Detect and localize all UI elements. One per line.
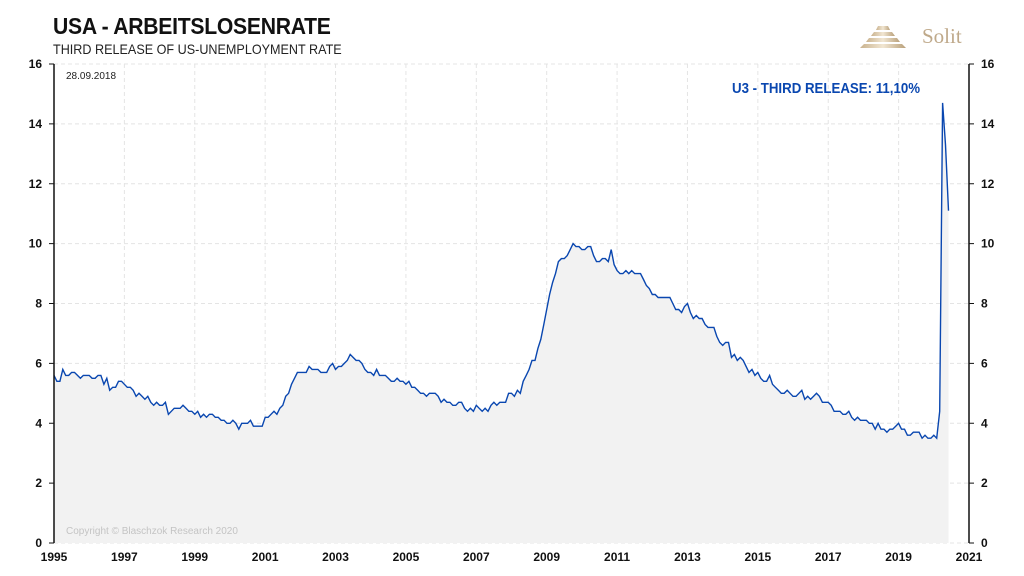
- y-tick-label-left: 0: [35, 536, 42, 550]
- y-tick-label-right: 6: [981, 356, 988, 370]
- x-tick-label: 2011: [604, 550, 630, 564]
- x-tick-label: 2001: [252, 550, 279, 564]
- y-tick-label-left: 16: [29, 57, 43, 71]
- y-tick-label-right: 10: [981, 237, 995, 251]
- x-tick-label: 1995: [41, 550, 68, 564]
- y-tick-label-left: 10: [29, 237, 43, 251]
- y-tick-label-left: 2: [35, 476, 42, 490]
- y-tick-label-right: 0: [981, 536, 988, 550]
- series-line: [53, 102, 950, 440]
- date-note: 28.09.2018: [66, 71, 116, 82]
- x-tick-label: 2015: [744, 550, 771, 564]
- y-tick-label-left: 14: [29, 117, 43, 131]
- y-tick-label-right: 14: [981, 117, 995, 131]
- x-tick-label: 2019: [885, 550, 912, 564]
- y-tick-label-right: 12: [981, 177, 995, 191]
- x-tick-label: 2009: [533, 550, 560, 564]
- x-tick-label: 1999: [181, 550, 208, 564]
- y-tick-label-right: 2: [981, 476, 988, 490]
- logo-text: Solit: [922, 24, 962, 48]
- x-tick-label: 2003: [322, 550, 349, 564]
- x-tick-label: 2013: [674, 550, 701, 564]
- solit-logo: Solit: [858, 24, 962, 49]
- area-fill: [54, 102, 949, 544]
- y-tick-label-left: 6: [35, 356, 42, 370]
- x-tick-label: 2017: [815, 550, 842, 564]
- x-tick-label: 2021: [956, 550, 983, 564]
- chart-title: USA - ARBEITSLOSENRATE: [53, 13, 331, 39]
- y-tick-label-right: 16: [981, 57, 995, 71]
- annotation-label: U3 - THIRD RELEASE: 11,10%: [732, 80, 920, 97]
- y-tick-label-left: 12: [29, 177, 43, 191]
- y-tick-label-right: 8: [981, 297, 988, 311]
- copyright: Copyright © Blaschzok Research 2020: [66, 526, 238, 537]
- x-tick-label: 1997: [111, 550, 138, 564]
- x-tick-label: 2007: [463, 550, 490, 564]
- y-tick-label-right: 4: [981, 416, 988, 430]
- x-tick-label: 2005: [393, 550, 420, 564]
- pyramid-icon: [860, 25, 906, 48]
- axes: 1995 1997 1999 2001 2003 2005 2007 2009 2011 2013…: [29, 57, 995, 564]
- y-tick-label-left: 4: [35, 416, 42, 430]
- chart-subtitle: THIRD RELEASE OF US-UNEMPLOYMENT RATE: [53, 41, 342, 57]
- y-tick-label-left: 8: [35, 297, 42, 311]
